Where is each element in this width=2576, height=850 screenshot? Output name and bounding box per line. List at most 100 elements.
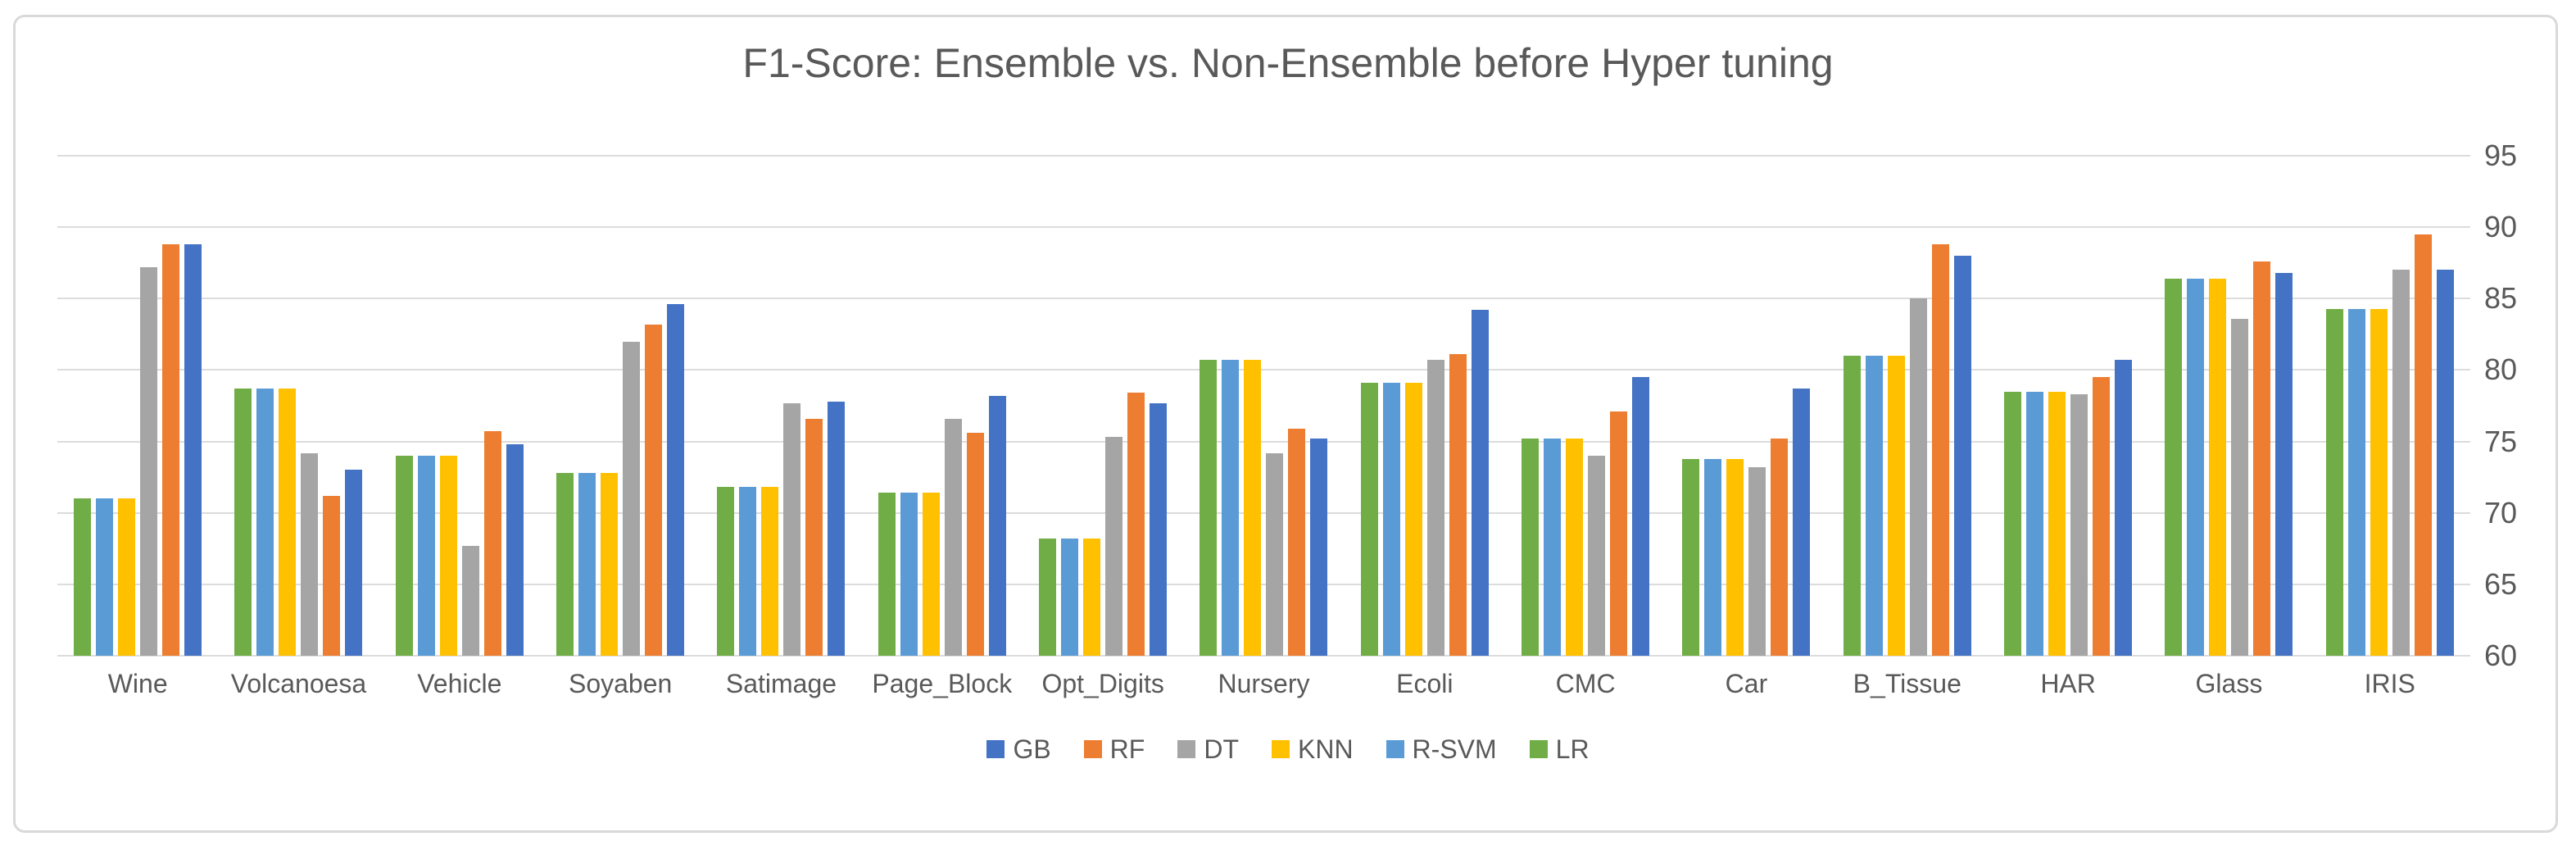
bar-dt-satimage xyxy=(783,402,801,656)
bar-knn-glass xyxy=(2209,278,2227,656)
bar-group-ecoli xyxy=(1345,156,1505,656)
bar-knn-vehicle xyxy=(439,456,457,656)
bar-knn-wine xyxy=(118,498,136,656)
bar-gb-har xyxy=(2115,360,2133,656)
legend-marker-icon xyxy=(1386,740,1404,758)
bar-group-iris xyxy=(2310,156,2470,656)
legend-item-r-svm: R-SVM xyxy=(1386,736,1497,762)
x-axis-label-vehicle: Vehicle xyxy=(417,669,502,698)
bar-knn-ecoli xyxy=(1404,383,1422,656)
bar-dt-nursery xyxy=(1266,452,1284,656)
bar-knn-har xyxy=(2048,391,2066,656)
legend-label: KNN xyxy=(1297,734,1354,764)
bar-dt-page_block xyxy=(944,418,962,656)
x-axis-label-cmc: CMC xyxy=(1555,669,1616,698)
legend-marker-icon xyxy=(1083,740,1102,758)
bar-gb-cmc xyxy=(1632,377,1650,656)
bar-lr-opt_digits xyxy=(1039,539,1057,656)
bar-knn-volcanoesa xyxy=(279,389,297,656)
bar-lr-wine xyxy=(74,498,92,656)
bar-r-svm-vehicle xyxy=(417,456,435,656)
bar-r-svm-cmc xyxy=(1544,439,1562,656)
bar-gb-nursery xyxy=(1310,439,1328,656)
bar-rf-satimage xyxy=(805,418,823,656)
gridline xyxy=(57,369,2470,371)
bar-group-satimage xyxy=(701,156,861,656)
y-axis-tick-label: 75 xyxy=(2484,424,2518,458)
bar-gb-iris xyxy=(2436,270,2454,656)
bar-dt-cmc xyxy=(1588,456,1606,656)
bar-group-b_tissue xyxy=(1827,156,1988,656)
gridline xyxy=(57,226,2470,229)
bar-knn-opt_digits xyxy=(1083,539,1101,656)
chart-title: F1-Score: Ensemble vs. Non-Ensemble befo… xyxy=(742,40,1834,86)
bar-dt-wine xyxy=(140,266,158,656)
bar-r-svm-car xyxy=(1704,458,1722,656)
bar-knn-nursery xyxy=(1244,360,1262,656)
gridline xyxy=(57,511,2470,514)
x-axis-label-iris: IRIS xyxy=(2364,669,2415,698)
bar-group-nursery xyxy=(1183,156,1344,656)
bar-group-opt_digits xyxy=(1023,156,1183,656)
bar-group-vehicle xyxy=(379,156,540,656)
bar-group-wine xyxy=(57,156,218,656)
bar-rf-cmc xyxy=(1610,411,1628,656)
legend-item-lr: LR xyxy=(1529,736,1590,762)
bar-rf-page_block xyxy=(966,433,984,656)
legend-label: R-SVM xyxy=(1412,734,1497,764)
x-axis-label-car: Car xyxy=(1725,669,1768,698)
legend-item-dt: DT xyxy=(1177,736,1239,762)
x-axis-label-ecoli: Ecoli xyxy=(1396,669,1454,698)
bar-r-svm-soyaben xyxy=(578,472,596,656)
bar-gb-satimage xyxy=(828,401,846,656)
bar-group-page_block xyxy=(862,156,1023,656)
bar-dt-har xyxy=(2070,394,2088,656)
bar-gb-page_block xyxy=(988,395,1006,656)
bar-dt-iris xyxy=(2392,270,2410,656)
legend: GB RF DT KNN R-SVM LR xyxy=(0,736,2576,762)
bar-lr-volcanoesa xyxy=(234,389,252,656)
bar-knn-soyaben xyxy=(601,472,619,656)
plot-area xyxy=(57,155,2470,657)
bar-lr-vehicle xyxy=(395,456,413,656)
bar-rf-volcanoesa xyxy=(323,495,341,656)
bar-knn-satimage xyxy=(761,487,779,656)
bar-r-svm-b_tissue xyxy=(1865,356,1883,656)
bar-lr-har xyxy=(2004,391,2022,656)
legend-item-gb: GB xyxy=(986,736,1051,762)
bar-groups xyxy=(57,156,2470,656)
y-axis-tick-label: 65 xyxy=(2484,566,2518,601)
bar-gb-volcanoesa xyxy=(345,470,363,656)
legend-marker-icon xyxy=(1177,740,1196,758)
bar-lr-nursery xyxy=(1200,360,1218,656)
bar-group-cmc xyxy=(1505,156,1666,656)
bar-dt-b_tissue xyxy=(1909,298,1927,656)
bar-group-glass xyxy=(2148,156,2309,656)
bar-knn-iris xyxy=(2370,308,2388,656)
bar-rf-ecoli xyxy=(1449,354,1467,656)
bar-r-svm-wine xyxy=(96,498,114,656)
bar-lr-page_block xyxy=(878,493,896,656)
bar-dt-ecoli xyxy=(1426,360,1444,656)
x-axis-label-soyaben: Soyaben xyxy=(568,669,673,698)
bar-r-svm-glass xyxy=(2187,278,2205,656)
y-axis-tick-label: 70 xyxy=(2484,495,2518,530)
bar-rf-iris xyxy=(2414,234,2432,656)
bar-gb-glass xyxy=(2275,272,2293,656)
bar-r-svm-nursery xyxy=(1222,360,1240,656)
y-axis-tick-label: 85 xyxy=(2484,281,2518,316)
bar-knn-cmc xyxy=(1566,439,1584,656)
x-axis-label-har: HAR xyxy=(2040,669,2096,698)
bar-dt-volcanoesa xyxy=(301,452,319,656)
x-axis-label-b_tissue: B_Tissue xyxy=(1853,669,1961,698)
bar-lr-soyaben xyxy=(556,472,574,656)
bar-rf-car xyxy=(1771,439,1789,656)
x-axis-label-opt_digits: Opt_Digits xyxy=(1041,669,1164,698)
bar-r-svm-ecoli xyxy=(1382,383,1400,656)
bar-rf-opt_digits xyxy=(1127,393,1145,656)
bar-knn-page_block xyxy=(922,493,940,656)
bar-gb-wine xyxy=(184,244,202,656)
x-axis-labels: Wine Volcanoesa Vehicle Soyaben Satimage Page… xyxy=(57,669,2470,699)
gridline xyxy=(57,583,2470,585)
x-axis-label-glass: Glass xyxy=(2195,669,2263,698)
